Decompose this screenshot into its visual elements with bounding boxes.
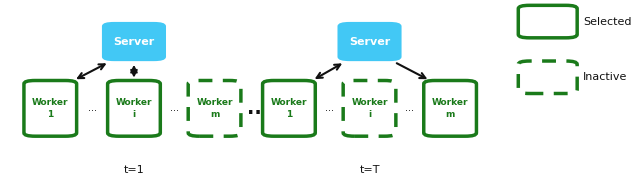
FancyBboxPatch shape [518,61,577,94]
FancyBboxPatch shape [108,81,160,136]
Text: Worker
1: Worker 1 [271,98,307,119]
Text: Worker
m: Worker m [196,98,233,119]
Text: Worker
m: Worker m [432,98,468,119]
FancyBboxPatch shape [24,81,77,136]
Text: Server: Server [349,36,390,47]
FancyBboxPatch shape [188,81,241,136]
Text: Server: Server [113,36,155,47]
Text: Worker
1: Worker 1 [32,98,68,119]
Text: ...: ... [324,103,333,113]
Text: t=T: t=T [359,165,380,175]
Text: t=1: t=1 [124,165,145,175]
Text: Selected: Selected [584,17,632,27]
FancyBboxPatch shape [339,23,401,60]
Text: ...: ... [405,103,414,113]
Text: ...: ... [88,103,97,113]
Text: Worker
i: Worker i [351,98,388,119]
FancyBboxPatch shape [518,5,577,38]
FancyBboxPatch shape [262,81,316,136]
FancyBboxPatch shape [103,23,165,60]
Text: ...: ... [170,103,179,113]
Text: Inactive: Inactive [584,72,628,82]
Text: ...: ... [247,99,269,118]
FancyBboxPatch shape [424,81,476,136]
FancyBboxPatch shape [343,81,396,136]
Text: Worker
i: Worker i [116,98,152,119]
